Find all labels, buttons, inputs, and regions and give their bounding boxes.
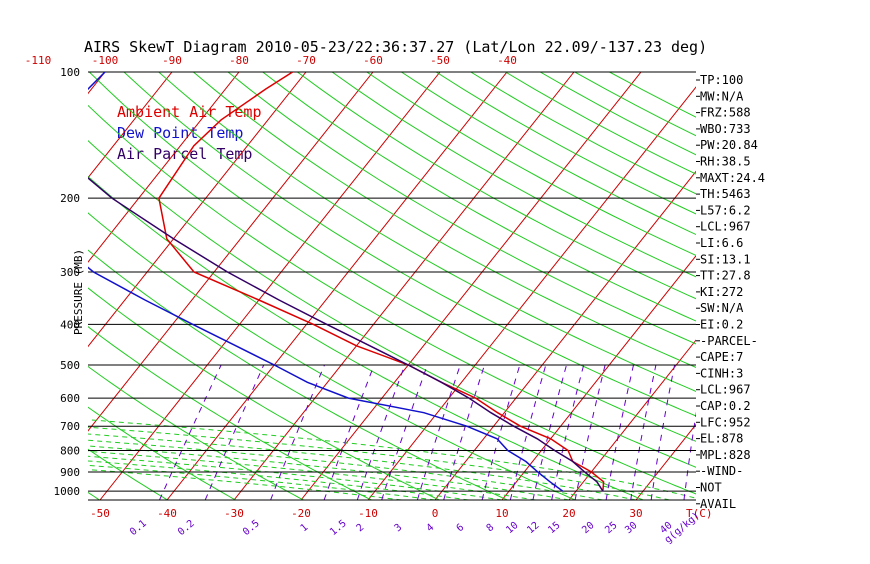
index-label: MAXT:24.4 [700,171,765,185]
pressure-tick-label: 900 [60,466,80,479]
bottom-temp-tick-label: -50 [90,507,110,520]
bottom-temp-tick-label: -10 [358,507,378,520]
top-temp-tick-label: -40 [497,54,517,67]
index-label: SI:13.1 [700,252,751,266]
mixing-ratio-label: 1 [299,522,311,534]
mixing-ratio-line [482,365,520,500]
index-label: LI:6.6 [700,236,743,250]
isotherm-line [0,72,105,500]
index-label: MW:N/A [700,89,744,103]
isotherm-line [837,72,870,500]
mixing-ratio-label: 10 [504,520,520,536]
index-label: NOT [700,480,722,494]
mixing-ratio-label: 15 [546,520,562,536]
index-label: TP:100 [700,73,743,87]
pressure-tick-label: 800 [60,445,80,458]
mixing-ratio-line [651,365,674,500]
mixing-ratio-label: 30 [623,520,639,536]
dry-adiabat-line [332,72,870,500]
top-temp-tick-label: -70 [296,54,316,67]
bottom-temp-tick-label: -30 [224,507,244,520]
moist-adiabat-line [0,146,569,500]
index-label: -PARCEL- [700,334,758,348]
top-temp-tick-label: -80 [229,54,249,67]
pressure-tick-label: 200 [60,192,80,205]
mixing-ratio-label: 4 [425,522,437,534]
bottom-temp-tick-label: 0 [432,507,439,520]
bottom-temp-tick-label: -40 [157,507,177,520]
index-label: CAPE:7 [700,350,743,364]
mixing-ratio-label: 25 [603,520,619,536]
index-label: -WIND- [700,464,743,478]
index-label: LCL:967 [700,220,751,234]
index-label: RH:38.5 [700,154,751,168]
pressure-tick-label: 500 [60,359,80,372]
mixing-ratio-label: 8 [485,522,497,534]
pressure-tick-label: 300 [60,266,80,279]
moist-adiabat-line [0,146,603,500]
index-label: EI:0.2 [700,317,743,331]
bottom-temp-tick-label: 30 [629,507,642,520]
top-temp-tick-label: -50 [430,54,450,67]
pressure-tick-label: 700 [60,420,80,433]
pressure-tick-label: 100 [60,66,80,79]
index-label: L57:6.2 [700,203,751,217]
index-label: WBO:733 [700,122,751,136]
mixing-ratio-label: 2 [355,522,367,534]
mixing-ratio-line [510,365,546,500]
mixing-ratio-label: 3 [393,522,405,534]
dry-adiabat-line [228,72,870,500]
index-label: CAP:0.2 [700,399,751,413]
index-label: LCL:967 [700,383,751,397]
isotherm-line [636,72,870,500]
dry-adiabat-line [0,72,32,500]
index-label: TT:27.8 [700,269,751,283]
mixing-ratio-line [533,365,567,500]
mixing-ratio-label: 1.5 [328,518,349,538]
top-temp-tick-label: -100 [92,54,119,67]
dry-adiabat-line [436,72,870,500]
isotherm-line [0,72,38,500]
bottom-temp-tick-label: 10 [495,507,508,520]
mixing-ratio-label: 0.1 [128,518,149,538]
index-label: CINH:3 [700,366,743,380]
dry-adiabat-line [159,72,870,500]
stability-indices: TP:100 MW:N/A FRZ:588 WBO:733 PW:20.84 RH:38.… [696,73,765,511]
pressure-tick-label: 600 [60,392,80,405]
isotherm-line [502,72,842,500]
mixing-ratio-label: 6 [455,522,467,534]
index-label: FRZ:588 [700,106,751,120]
dry-adiabat-line [297,72,870,500]
index-label: LFC:952 [700,415,751,429]
mixing-ratio-label: 20 [580,520,596,536]
bottom-temp-tick-label: -20 [291,507,311,520]
isotherm-line [368,72,708,500]
top-temp-tick-label: -110 [25,54,52,67]
mixing-ratio-label: 0.5 [241,518,262,538]
mixing-ratio-line [417,365,460,500]
index-label: TH:5463 [700,187,751,201]
top-temp-tick-label: -60 [363,54,383,67]
mixing-ratio-label: 0.2 [176,518,197,538]
index-label: AVAIL [700,497,736,511]
index-label: KI:272 [700,285,743,299]
index-label: SW:N/A [700,301,744,315]
index-label: EL:878 [700,432,743,446]
pressure-tick-label: 400 [60,318,80,331]
pressure-tick-label: 1000 [54,485,81,498]
mixing-ratio-label: 12 [525,520,541,536]
top-temp-tick-label: -90 [162,54,182,67]
index-label: PW:20.84 [700,138,758,152]
dry-adiabat-line [401,72,870,500]
index-label: MPL:828 [700,448,751,462]
bottom-temp-tick-label: 20 [562,507,575,520]
isotherm-line [770,72,870,500]
